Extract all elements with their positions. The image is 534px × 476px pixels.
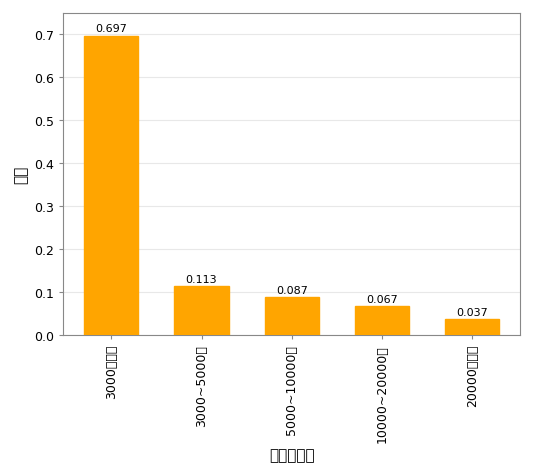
Y-axis label: 占比: 占比	[14, 165, 29, 184]
Bar	[355, 307, 409, 335]
Text: 0.037: 0.037	[457, 307, 488, 317]
Bar	[175, 287, 229, 335]
Bar	[265, 298, 319, 335]
Bar	[84, 37, 138, 335]
X-axis label: 个人月收入: 个人月收入	[269, 447, 315, 462]
Text: 0.697: 0.697	[96, 24, 127, 34]
Text: 0.113: 0.113	[186, 275, 217, 285]
Bar	[445, 319, 499, 335]
Text: 0.087: 0.087	[276, 286, 308, 296]
Text: 0.067: 0.067	[366, 294, 398, 304]
